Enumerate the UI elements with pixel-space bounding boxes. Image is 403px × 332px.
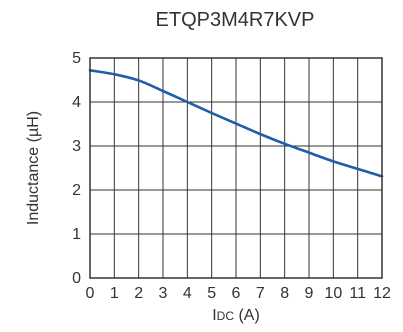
x-tick-label-3: 3 — [159, 285, 168, 302]
series-line-0 — [88, 69, 384, 178]
x-tick-labels: 0 1 2 3 4 5 6 7 8 9 10 11 12 — [86, 285, 391, 302]
grid — [89, 57, 383, 279]
y-axis-label: Inductance (µH) — [25, 111, 42, 225]
x-axis-label-subscript: DC — [217, 309, 235, 323]
plot-frame — [89, 57, 383, 279]
y-tick-labels: 0 1 2 3 4 5 — [72, 50, 81, 287]
x-tick-label-5: 5 — [207, 285, 216, 302]
x-axis-label-main: I — [212, 307, 216, 324]
x-tick-label-11: 11 — [349, 285, 366, 302]
y-tick-label-2: 2 — [72, 182, 81, 199]
x-tick-label-8: 8 — [280, 285, 289, 302]
y-tick-label-0: 0 — [72, 270, 81, 287]
x-tick-label-9: 9 — [305, 285, 314, 302]
x-tick-label-1: 1 — [110, 285, 119, 302]
x-axis-label-suffix: (A) — [234, 307, 260, 324]
y-tick-label-4: 4 — [72, 94, 81, 111]
series-layer — [88, 69, 384, 178]
y-tick-label-5: 5 — [72, 50, 81, 67]
x-tick-label-6: 6 — [232, 285, 241, 302]
y-tick-label-3: 3 — [72, 138, 81, 155]
x-tick-label-12: 12 — [373, 285, 391, 302]
x-tick-label-10: 10 — [324, 285, 342, 302]
y-tick-label-1: 1 — [72, 226, 81, 243]
x-tick-label-2: 2 — [134, 285, 143, 302]
chart-title: ETQP3M4R7KVP — [156, 9, 315, 31]
x-tick-label-4: 4 — [183, 285, 192, 302]
x-tick-label-0: 0 — [86, 285, 95, 302]
x-axis-label: IDC (A) — [212, 307, 260, 324]
x-tick-label-7: 7 — [256, 285, 265, 302]
